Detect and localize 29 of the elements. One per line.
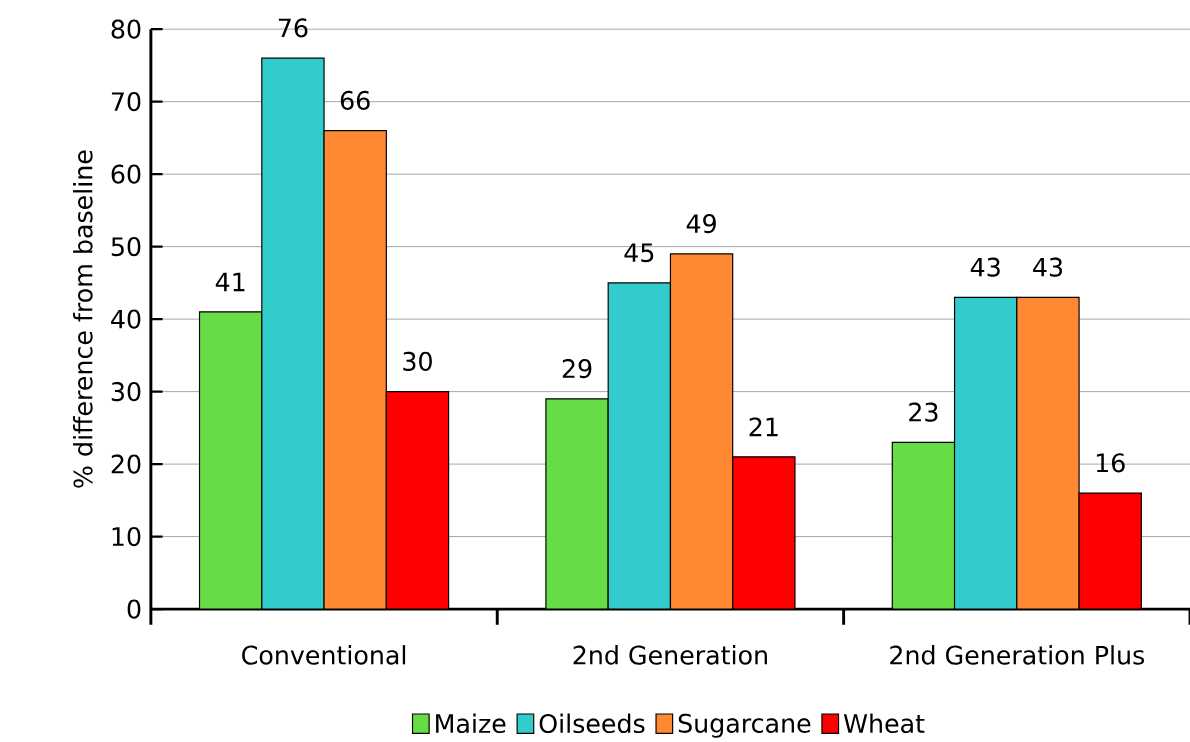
y-tick-label: 20 bbox=[111, 454, 141, 474]
legend-label: Oilseeds bbox=[539, 713, 645, 733]
y-tick-label: 10 bbox=[112, 526, 141, 546]
y-tick-label: 0 bbox=[127, 599, 141, 619]
data-label: 43 bbox=[1033, 257, 1063, 277]
legend-label: Wheat bbox=[843, 713, 925, 733]
x-tick-label: 2nd Generation Plus bbox=[890, 644, 1145, 665]
data-label: 21 bbox=[749, 417, 778, 436]
data-label: 43 bbox=[970, 257, 1000, 277]
y-tick-label: 80 bbox=[111, 19, 141, 39]
y-tick-label: 50 bbox=[111, 236, 141, 257]
y-axis-title: % difference from baseline bbox=[73, 150, 93, 488]
y-tick-label: 40 bbox=[111, 309, 141, 329]
x-tick-label: 2nd Generation bbox=[573, 644, 767, 665]
data-label: 76 bbox=[278, 18, 308, 38]
data-label: 29 bbox=[562, 358, 592, 378]
data-label: 66 bbox=[340, 90, 370, 110]
legend-label: Sugarcane bbox=[678, 713, 811, 738]
data-label: 45 bbox=[624, 243, 654, 263]
legend-label: Maize bbox=[436, 713, 506, 733]
data-label: 23 bbox=[909, 402, 938, 422]
data-label: 30 bbox=[403, 351, 432, 371]
data-label: 16 bbox=[1096, 453, 1125, 473]
x-tick-label: Conventional bbox=[242, 644, 406, 665]
y-tick-label: 30 bbox=[111, 381, 141, 402]
data-label: 49 bbox=[686, 213, 716, 234]
data-label: 41 bbox=[215, 272, 245, 292]
y-tick-label: 60 bbox=[111, 164, 141, 184]
y-tick-label: 70 bbox=[111, 91, 141, 112]
